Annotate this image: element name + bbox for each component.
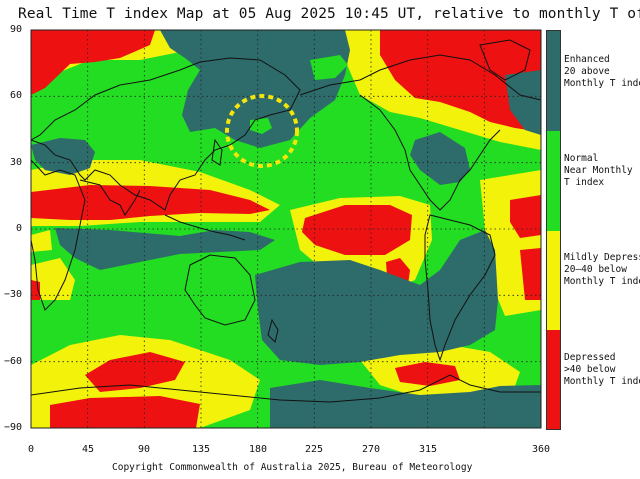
x-tick-label: 90 [137,444,151,455]
coast-antarctica [31,374,541,403]
legend-line: Near Monthly [564,165,633,176]
region-red-west-edge [31,280,40,300]
region-red-nw [31,30,155,95]
y-tick-label: −90 [3,422,22,433]
region-red-south-a [85,352,185,392]
legend-line: 20–40 below [564,264,627,275]
map-title: Real Time T index Map at 05 Aug 2025 10:… [18,6,640,22]
legend-swatch-depressed [547,330,560,429]
x-tick-label: 360 [531,444,551,455]
x-tick-label: 225 [304,444,324,455]
region-mild-africa [31,258,75,300]
legend-color-bar [546,30,561,430]
region-red-east-edge [520,248,541,300]
legend-entry-enhanced: Enhanced 20 above Monthly T index [564,54,640,90]
region-teal-indian [55,228,275,270]
legend-line: Monthly T index [564,276,640,287]
coast-europe-asia [31,57,301,211]
plot-frame [30,29,542,429]
coast-indonesia [164,214,246,241]
y-tick-label: 60 [9,90,22,101]
x-tick-label: 180 [248,444,268,455]
coast-newzealand [267,318,279,343]
graticule [31,30,541,428]
coastlines [31,39,541,403]
legend-swatch-enhanced [547,31,560,131]
region-red-south-c [395,362,460,386]
region-teal-north [160,30,350,148]
y-tick-label: 0 [15,223,22,234]
region-red-tropic [31,185,270,220]
y-tick-label: −30 [3,289,22,300]
legend-line: >40 below [564,364,616,375]
region-teal-namerica [410,132,470,185]
x-tick-label: 270 [361,444,381,455]
legend-entry-depressed: Depressed >40 below Monthly T index [564,352,640,388]
y-tick-label: −60 [3,356,22,367]
x-tick-label: 45 [81,444,95,455]
region-teal-ne-edge [505,70,541,135]
coast-samerica [424,214,496,362]
region-red-east-pacific [510,195,541,238]
legend-line: Enhanced [564,54,610,65]
legend-line: 20 above [564,66,610,77]
legend-swatch-mildly-depressed [547,231,560,330]
legend-line: Normal [564,153,599,164]
region-teal-south-central [255,230,498,365]
coast-africa [31,159,86,311]
highlight-circle [225,94,299,168]
x-tick-label: 315 [418,444,438,455]
coast-greenland [479,39,531,81]
legend-line: Monthly T index [564,78,640,89]
legend-line: Mildly Depressed [564,252,640,263]
y-tick-label: 30 [9,157,22,168]
region-mild-equator-left [31,230,52,252]
legend-line: T index [564,177,605,188]
x-tick-label: 0 [27,444,35,455]
region-normal-bay [310,55,348,80]
legend-line: Monthly T index [564,376,640,387]
region-teal-south-pole [270,380,541,428]
coast-australia [184,254,256,326]
region-red-pacific [302,205,412,255]
legend-entry-mildly-depressed: Mildly Depressed 20–40 below Monthly T i… [564,252,640,288]
coast-arabia-india [79,179,141,216]
legend-entry-normal: Normal Near Monthly T index [564,153,633,189]
x-tick-label: 135 [191,444,211,455]
coast-japan [211,138,223,166]
region-normal-hole [250,118,272,134]
region-red-ne [380,30,541,132]
y-tick-label: 90 [9,24,22,35]
legend-line: Depressed [564,352,616,363]
legend-swatch-normal [547,131,560,231]
copyright-notice: Copyright Commonwealth of Australia 2025… [112,462,473,473]
coast-namerica [299,54,541,211]
